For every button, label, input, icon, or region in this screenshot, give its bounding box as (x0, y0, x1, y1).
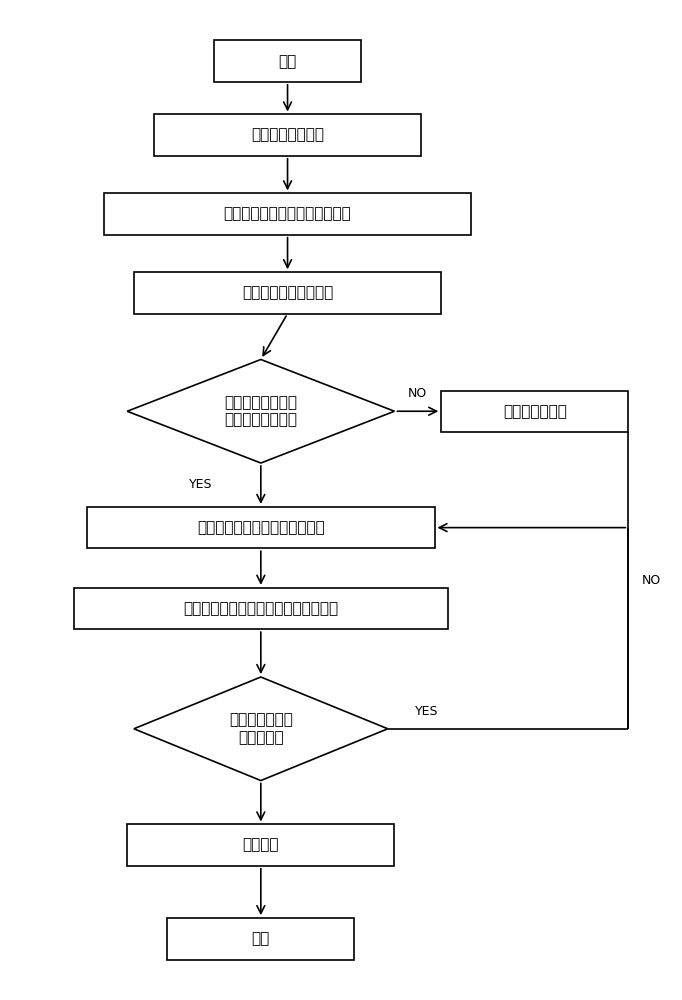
Text: 结束: 结束 (252, 931, 270, 946)
Text: NO: NO (642, 574, 661, 587)
Polygon shape (128, 359, 394, 463)
FancyBboxPatch shape (74, 588, 448, 629)
Text: 开始: 开始 (278, 54, 297, 69)
Text: 获取患者的基本信息和检验信息: 获取患者的基本信息和检验信息 (224, 207, 351, 222)
Text: 创建监控药品目录: 创建监控药品目录 (251, 128, 324, 143)
FancyBboxPatch shape (134, 272, 441, 314)
Text: 判断是否属于监控
药品目录内的药品: 判断是否属于监控 药品目录内的药品 (224, 395, 297, 427)
Text: YES: YES (189, 478, 213, 491)
Text: 记录肌酐清除率并标识病人的用药信息: 记录肌酐清除率并标识病人的用药信息 (183, 601, 338, 616)
Polygon shape (134, 677, 388, 781)
Text: NO: NO (409, 387, 428, 400)
Text: 统计分析: 统计分析 (243, 838, 279, 853)
Text: 判断肌酐清除率
是否有变化: 判断肌酐清除率 是否有变化 (229, 713, 293, 745)
Text: 不进行任何提醒: 不进行任何提醒 (503, 404, 567, 419)
FancyBboxPatch shape (87, 507, 434, 548)
Text: 计算患者的肌酐清除率: 计算患者的肌酐清除率 (242, 285, 333, 300)
FancyBboxPatch shape (167, 918, 355, 960)
FancyBboxPatch shape (154, 114, 421, 156)
FancyBboxPatch shape (441, 391, 628, 432)
Text: YES: YES (415, 705, 438, 718)
FancyBboxPatch shape (214, 40, 361, 82)
FancyBboxPatch shape (128, 824, 394, 866)
FancyBboxPatch shape (104, 193, 471, 235)
Text: 对医生进行提醒，医生调整医嘱: 对医生进行提醒，医生调整医嘱 (197, 520, 325, 535)
